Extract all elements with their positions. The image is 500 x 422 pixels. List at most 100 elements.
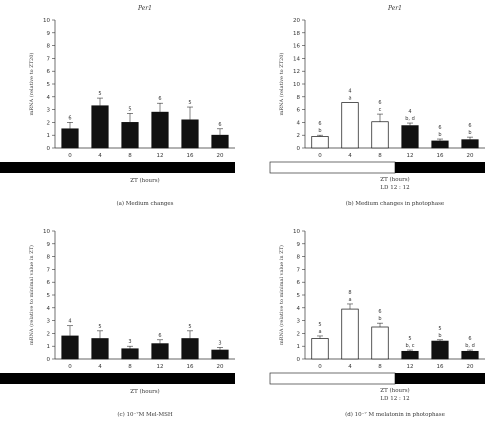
bar-16 (431, 140, 449, 149)
y-tick-label: 4 (297, 306, 301, 312)
y-tick-label: 8 (47, 255, 51, 261)
n-label: 6 (318, 121, 321, 127)
photoperiod-dark-bar (395, 373, 485, 384)
photoperiod-dark-bar (0, 162, 235, 173)
y-tick-label: 6 (297, 280, 301, 286)
x-tick-label: 12 (407, 364, 414, 370)
significance-label: a (318, 329, 321, 335)
x-tick-label: 4 (98, 364, 102, 370)
n-label: 5 (128, 106, 131, 112)
y-tick-label: 9 (47, 242, 51, 248)
x-tick-label: 0 (318, 364, 322, 370)
x-tick-label: 8 (128, 153, 132, 159)
photoperiod-dark-bar (395, 162, 485, 173)
y-tick-label: 16 (293, 44, 300, 50)
y-axis-label: mRNA (relative to ZT20) (278, 53, 285, 116)
n-label: 3 (128, 339, 131, 345)
bar-16 (181, 338, 199, 360)
x-tick-label: 12 (407, 153, 414, 159)
photoperiod-label: LD 12 : 12 (380, 396, 409, 402)
photoperiod-dark-bar (0, 373, 235, 384)
y-tick-label: 4 (297, 120, 301, 126)
bar-0 (311, 338, 329, 360)
n-label: 3 (218, 340, 221, 346)
bar-20 (211, 349, 229, 360)
y-axis-label: mRNA (relative to minimal value in ZT) (278, 245, 285, 345)
x-tick-label: 12 (157, 153, 164, 159)
x-tick-label: 16 (187, 364, 194, 370)
y-tick-label: 9 (297, 242, 301, 248)
bar-8 (371, 121, 389, 149)
significance-label: b, d (465, 343, 475, 349)
n-label: 6 (68, 115, 71, 121)
y-tick-label: 5 (297, 293, 301, 299)
y-tick-label: 14 (293, 56, 300, 62)
bar-0 (61, 335, 79, 360)
n-label: 5 (98, 324, 101, 330)
significance-label: b, c (405, 343, 414, 349)
significance-label: a (348, 297, 351, 303)
n-label: 5 (438, 326, 441, 332)
bar-4 (91, 338, 109, 360)
y-tick-label: 1 (47, 133, 51, 139)
y-tick-label: 0 (297, 146, 301, 152)
bar-8 (121, 348, 139, 360)
n-label: 6 (468, 336, 471, 342)
x-tick-label: 8 (378, 364, 382, 370)
y-tick-label: 6 (297, 108, 301, 114)
bar-0 (61, 128, 79, 149)
y-tick-label: 2 (297, 331, 301, 337)
chart-title: Per1 (137, 5, 152, 12)
x-axis-label: ZT (hours) (130, 177, 159, 184)
y-tick-label: 1 (47, 344, 51, 350)
bar-12 (151, 111, 169, 149)
significance-label: b (438, 333, 441, 339)
x-tick-label: 8 (128, 364, 132, 370)
x-tick-label: 16 (437, 364, 444, 370)
bar-12 (401, 350, 419, 360)
chart-panel-2: Per1 0 2 4 6 8 10 12 14 16 18 20 mRNA (relative to Z… (269, 5, 485, 207)
y-tick-label: 4 (47, 306, 51, 312)
y-tick-label: 4 (47, 95, 51, 101)
n-label: 4 (348, 89, 351, 95)
y-tick-label: 2 (297, 133, 301, 139)
panel-caption: (d) 10⁻⁷ M melatonin in photophase (345, 411, 445, 418)
y-tick-label: 1 (297, 344, 301, 350)
y-axis-label: mRNA (relative to minimal value in ZT) (28, 245, 35, 345)
y-axis-label: mRNA (relative to ZT20) (28, 53, 35, 116)
bar-16 (181, 119, 199, 149)
y-tick-label: 3 (47, 108, 51, 114)
n-label: 6 (378, 309, 381, 315)
y-tick-label: 7 (47, 56, 51, 62)
panel-caption: (a) Medium changes (116, 200, 173, 207)
significance-label: c (379, 107, 382, 113)
y-tick-label: 6 (47, 69, 51, 75)
photoperiod-light-bar (269, 161, 396, 174)
x-tick-label: 12 (157, 364, 164, 370)
x-tick-label: 4 (98, 153, 102, 159)
bar-4 (91, 105, 109, 149)
significance-label: b (468, 130, 471, 136)
y-tick-label: 2 (47, 120, 51, 126)
n-label: 5 (98, 91, 101, 97)
bar-12 (151, 343, 169, 360)
y-tick-label: 3 (47, 319, 51, 325)
x-tick-label: 16 (187, 153, 194, 159)
photoperiod-label: LD 12 : 12 (380, 185, 409, 191)
x-axis-label: ZT (hours) (130, 388, 159, 395)
x-tick-label: 20 (217, 364, 224, 370)
n-label: 6 (158, 333, 161, 339)
significance-label: b (318, 128, 321, 134)
y-tick-label: 10 (293, 82, 300, 88)
x-tick-label: 20 (217, 153, 224, 159)
y-tick-label: 0 (47, 146, 51, 152)
x-tick-label: 8 (378, 153, 382, 159)
bar-0 (311, 136, 329, 149)
panel-caption: (c) 10⁻⁷M Mel-MSH (117, 411, 173, 418)
y-tick-label: 9 (47, 31, 51, 37)
panel-caption: (b) Medium changes in photophase (346, 200, 444, 207)
y-tick-label: 10 (43, 229, 50, 235)
x-tick-label: 0 (318, 153, 322, 159)
